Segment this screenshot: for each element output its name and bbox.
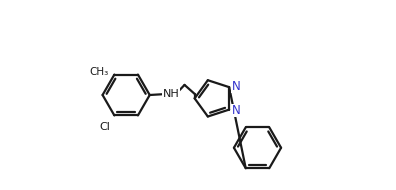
Text: N: N <box>231 104 240 117</box>
Text: Cl: Cl <box>99 122 110 132</box>
Text: NH: NH <box>163 89 179 99</box>
Text: CH₃: CH₃ <box>89 67 109 77</box>
Text: N: N <box>231 80 240 93</box>
